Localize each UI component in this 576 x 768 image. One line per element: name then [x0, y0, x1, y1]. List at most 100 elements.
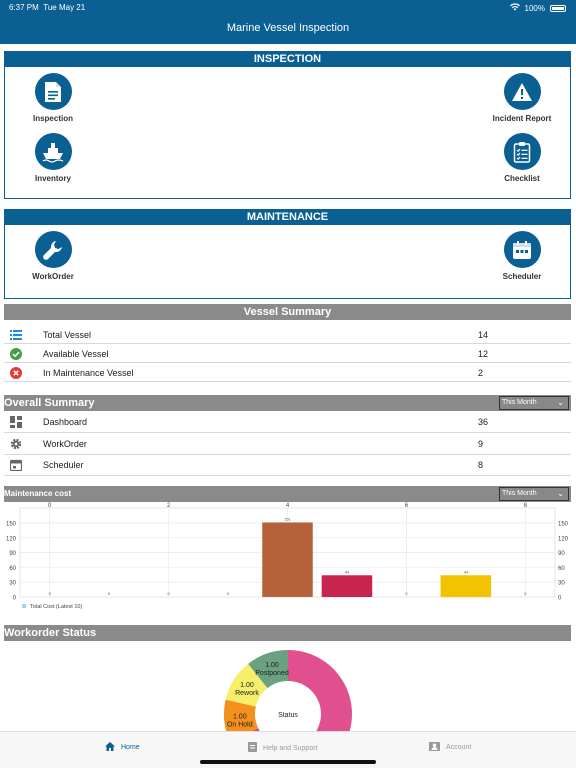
- legend-swatch: [22, 604, 26, 608]
- list-item[interactable]: Dashboard 36: [4, 412, 571, 433]
- x-tick-label: 8: [524, 503, 528, 509]
- center-label: Status: [278, 712, 298, 719]
- filter-value: This Month: [502, 399, 537, 406]
- row-label: Dashboard: [43, 417, 88, 427]
- vessel-summary-header: Vessel Summary: [4, 304, 571, 320]
- tab-home-label: Home: [121, 744, 140, 751]
- inspection-title: INSPECTION: [5, 52, 570, 67]
- x-tick-label: 2: [167, 503, 171, 509]
- x-tick-label: 4: [286, 503, 290, 509]
- pie-slice: [248, 650, 288, 689]
- bar: [321, 575, 373, 597]
- scheduler-label: Scheduler: [502, 272, 542, 281]
- check-circle-icon: [10, 348, 22, 360]
- data-label: 0: [49, 591, 52, 596]
- row-label: WorkOrder: [43, 439, 87, 449]
- data-label: 0: [524, 591, 527, 596]
- tab-help-and-support[interactable]: Help and Support: [248, 742, 317, 754]
- x-tick-label: 0: [48, 503, 52, 509]
- list-item[interactable]: WorkOrder 9: [4, 434, 571, 455]
- document-icon: [34, 73, 72, 110]
- tab-home[interactable]: Home: [105, 742, 140, 753]
- status-date: Tue May 21: [43, 3, 86, 12]
- row-value: 36: [478, 417, 489, 427]
- list-icon: [10, 329, 22, 341]
- y-tick-label: 30: [9, 581, 16, 587]
- help-icon: [248, 742, 257, 754]
- y-tick-label: 90: [9, 551, 16, 557]
- battery-icon: [550, 4, 566, 12]
- maintenance-cost-chart: 150 150 120 120 90 90 60 60 30 30 0 0 0 2 4 6 8 0 0 0 0 151 44…: [6, 503, 569, 610]
- overall-summary-title: Overall Summary: [4, 397, 95, 409]
- y-tick-label: 60: [9, 566, 16, 572]
- calendar-icon: [503, 231, 541, 268]
- maintenance-cost-title: Maintenance cost: [4, 489, 72, 498]
- x-tick-label: 6: [405, 503, 409, 509]
- list-item[interactable]: In Maintenance Vessel 2: [4, 363, 571, 382]
- account-icon: [429, 742, 440, 753]
- workorder-status-title: Workorder Status: [4, 627, 97, 639]
- row-value: 9: [478, 439, 484, 449]
- y-tick-label: 150: [6, 521, 17, 527]
- inspection-panel: INSPECTION Inspection Incident Report In…: [4, 51, 571, 199]
- legend-label: Total Cost (Latest 10): [30, 604, 82, 610]
- incident-report-tile[interactable]: Incident Report: [482, 73, 562, 123]
- gear-icon: [10, 438, 22, 450]
- row-value: 2: [478, 368, 484, 378]
- home-indicator: [200, 760, 376, 764]
- slice-label: Postponed: [255, 670, 289, 677]
- bar: [262, 522, 313, 597]
- y-tick-label-right: 30: [558, 581, 565, 587]
- slice-label: Rework: [235, 690, 259, 697]
- workorder-label: WorkOrder: [32, 272, 74, 281]
- workorder-status-header: Workorder Status: [4, 625, 571, 641]
- inspection-label: Inspection: [32, 114, 73, 123]
- incident-report-label: Incident Report: [492, 114, 552, 123]
- maintenance-cost-filter[interactable]: This Month ⌄: [499, 487, 569, 501]
- maintenance-panel: MAINTENANCE WorkOrder Scheduler: [4, 209, 571, 299]
- list-item[interactable]: Total Vessel 14: [4, 325, 571, 344]
- maintenance-title: MAINTENANCE: [5, 210, 570, 225]
- overall-summary-filter[interactable]: This Month ⌄: [499, 396, 569, 410]
- inventory-label: Inventory: [34, 174, 71, 183]
- row-label: Total Vessel: [43, 330, 92, 340]
- inventory-tile[interactable]: Inventory: [13, 133, 93, 183]
- data-label: 44: [464, 569, 469, 574]
- row-label: In Maintenance Vessel: [43, 368, 134, 378]
- wifi-icon: [509, 3, 520, 13]
- row-value: 12: [478, 349, 489, 359]
- y-tick-label: 120: [6, 536, 17, 542]
- checklist-tile[interactable]: Checklist: [482, 133, 562, 183]
- row-value: 14: [478, 330, 489, 340]
- checklist-label: Checklist: [504, 174, 540, 183]
- filter-value: This Month: [502, 490, 537, 497]
- slice-value: 1.00: [233, 713, 247, 720]
- chevron-down-icon: ⌄: [557, 398, 564, 407]
- dashboard-icon: [10, 416, 22, 428]
- inspection-tile[interactable]: Inspection: [13, 73, 93, 123]
- page-title: Marine Vessel Inspection: [226, 22, 350, 34]
- list-item[interactable]: Scheduler 8: [4, 455, 571, 476]
- list-item[interactable]: Available Vessel 12: [4, 344, 571, 363]
- chevron-down-icon: ⌄: [557, 489, 564, 498]
- tab-account[interactable]: Account: [429, 742, 471, 753]
- battery-percent: 100%: [524, 3, 545, 13]
- warning-icon: [503, 73, 541, 110]
- home-icon: [105, 742, 115, 753]
- x-circle-icon: [10, 367, 22, 379]
- calendar-icon: [9, 459, 23, 472]
- app-header: 6:37 PM Tue May 21 100% Marine Vessel In…: [0, 0, 576, 44]
- vessel-summary-title: Vessel Summary: [243, 306, 332, 318]
- y-tick-label: 0: [13, 596, 17, 602]
- clipboard-icon: [503, 133, 541, 170]
- data-label: 0: [227, 591, 230, 596]
- workorder-tile[interactable]: WorkOrder: [13, 231, 93, 281]
- pie-slice: [225, 663, 268, 707]
- wrench-icon: [34, 231, 72, 268]
- status-right: 100%: [509, 3, 566, 13]
- status-time: 6:37 PM Tue May 21: [9, 3, 86, 12]
- data-label: 44: [345, 569, 350, 574]
- y-tick-label-right: 90: [558, 551, 565, 557]
- ship-icon: [34, 133, 72, 170]
- scheduler-tile[interactable]: Scheduler: [482, 231, 562, 281]
